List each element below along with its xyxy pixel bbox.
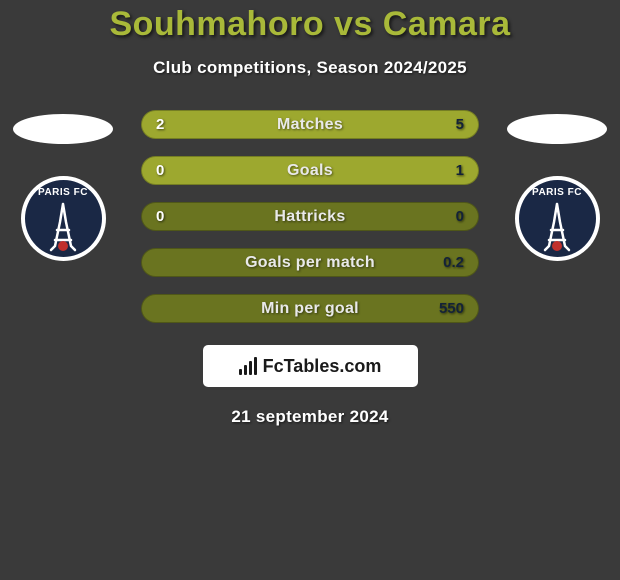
stat-label: Goals — [287, 162, 333, 180]
left-club-badge: PARIS FC — [21, 176, 106, 261]
stat-label: Hattricks — [274, 208, 345, 226]
brand-box[interactable]: FcTables.com — [203, 345, 418, 387]
eiffel-tower-icon — [539, 202, 575, 252]
date-label: 21 september 2024 — [231, 407, 388, 427]
stat-label: Goals per match — [245, 254, 375, 272]
stat-right-value: 0 — [456, 208, 464, 225]
bar-chart-icon — [239, 357, 257, 375]
stat-left-value: 0 — [156, 208, 164, 225]
stat-row: Goals per match 0.2 — [141, 248, 479, 277]
right-club-label: PARIS FC — [532, 187, 582, 198]
stats-list: 2 Matches 5 0 Goals 1 0 Hattricks 0 Goal… — [135, 110, 485, 323]
stat-left-value: 2 — [156, 116, 164, 133]
eiffel-tower-icon — [45, 202, 81, 252]
stat-right-value: 550 — [439, 300, 464, 317]
subtitle: Club competitions, Season 2024/2025 — [0, 58, 620, 78]
stat-row: 0 Goals 1 — [141, 156, 479, 185]
page-title: Souhmahoro vs Camara — [0, 5, 620, 44]
left-player-photo-placeholder — [13, 114, 113, 144]
right-player-column: PARIS FC — [502, 110, 612, 261]
brand-text: FcTables.com — [263, 356, 382, 377]
stat-right-value: 0.2 — [443, 254, 464, 271]
stat-label: Min per goal — [261, 300, 359, 318]
stat-row: 0 Hattricks 0 — [141, 202, 479, 231]
right-club-badge: PARIS FC — [515, 176, 600, 261]
stat-label: Matches — [277, 116, 343, 134]
stat-left-value: 0 — [156, 162, 164, 179]
right-player-photo-placeholder — [507, 114, 607, 144]
left-player-column: PARIS FC — [8, 110, 118, 261]
stat-row: 2 Matches 5 — [141, 110, 479, 139]
comparison-panel: PARIS FC 2 Matches 5 0 Goals 1 0 Hattric… — [0, 110, 620, 323]
stat-row: Min per goal 550 — [141, 294, 479, 323]
left-club-label: PARIS FC — [38, 187, 88, 198]
footer: FcTables.com 21 september 2024 — [0, 345, 620, 427]
stat-right-value: 5 — [456, 116, 464, 133]
stat-right-value: 1 — [456, 162, 464, 179]
